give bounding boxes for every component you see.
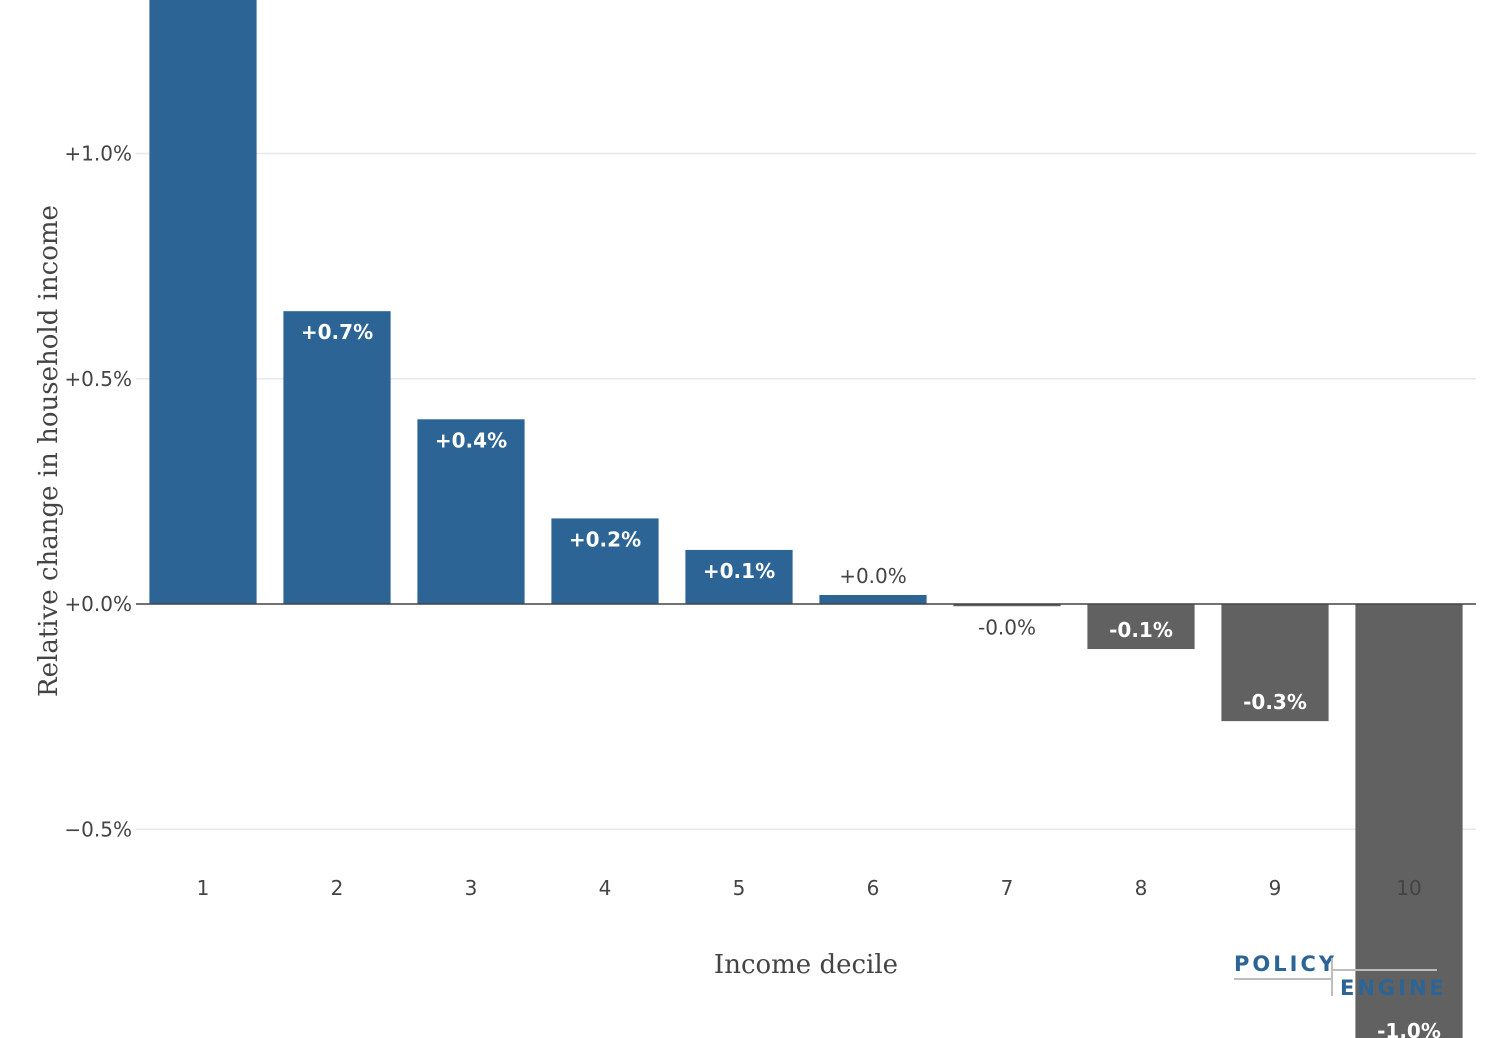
bar-decile-9[interactable] bbox=[1221, 604, 1329, 722]
bar-decile-1[interactable] bbox=[149, 0, 257, 605]
x-tick-label: 6 bbox=[867, 876, 880, 900]
bar-data-labels: +2.4%+0.7%+0.4%+0.2%+0.1%+0.0%-0.0%-0.1%… bbox=[301, 320, 1441, 1038]
bar-label-decile-10: -1.0% bbox=[1377, 1019, 1441, 1038]
bar-decile-5[interactable] bbox=[685, 549, 793, 604]
x-tick-label: 2 bbox=[331, 876, 344, 900]
bar-decile-2[interactable] bbox=[283, 311, 391, 604]
x-axis-ticks: 1 2 3 4 5 6 7 8 9 10 bbox=[197, 876, 1422, 900]
x-tick-label: 1 bbox=[197, 876, 210, 900]
bar-decile-8[interactable] bbox=[1087, 604, 1195, 650]
x-axis-title: Income decile bbox=[714, 950, 898, 980]
bar-decile-4[interactable] bbox=[551, 518, 659, 604]
bars bbox=[149, 0, 1463, 1038]
y-tick-label: +1.0% bbox=[64, 142, 132, 166]
bar-label-decile-4: +0.2% bbox=[569, 527, 641, 551]
x-tick-label: 9 bbox=[1269, 876, 1282, 900]
bar-label-decile-5: +0.1% bbox=[703, 559, 775, 583]
bar-label-decile-2: +0.7% bbox=[301, 320, 373, 344]
bar-decile-10[interactable] bbox=[1355, 604, 1463, 1038]
bar-decile-7[interactable] bbox=[953, 604, 1061, 607]
x-tick-label: 5 bbox=[733, 876, 746, 900]
x-tick-label: 8 bbox=[1135, 876, 1148, 900]
bar-decile-6[interactable] bbox=[819, 594, 927, 604]
x-tick-label: 4 bbox=[599, 876, 612, 900]
bar-label-decile-6: +0.0% bbox=[839, 564, 907, 588]
bar-label-decile-9: -0.3% bbox=[1243, 690, 1307, 714]
bar-label-decile-3: +0.4% bbox=[435, 428, 507, 452]
logo-text-policy: POLICY bbox=[1234, 952, 1337, 976]
y-tick-label: +0.5% bbox=[64, 367, 132, 391]
x-tick-label: 10 bbox=[1396, 876, 1421, 900]
policyengine-logo: POLICY ENGINE bbox=[1234, 952, 1442, 1000]
y-axis-title: Relative change in household income bbox=[34, 205, 64, 697]
y-tick-label: −0.5% bbox=[64, 817, 132, 841]
bar-label-decile-8: -0.1% bbox=[1109, 618, 1173, 642]
y-tick-label: +0.0% bbox=[64, 592, 132, 616]
logo-text-engine: ENGINE bbox=[1340, 976, 1442, 1000]
bar-decile-3[interactable] bbox=[417, 419, 525, 604]
y-axis-ticks: −1.0%−0.5%+0.0%+0.5%+1.0%+1.5%+2.0% bbox=[64, 142, 132, 842]
x-tick-label: 3 bbox=[465, 876, 478, 900]
x-tick-label: 7 bbox=[1001, 876, 1014, 900]
bar-label-decile-7: -0.0% bbox=[978, 615, 1036, 639]
